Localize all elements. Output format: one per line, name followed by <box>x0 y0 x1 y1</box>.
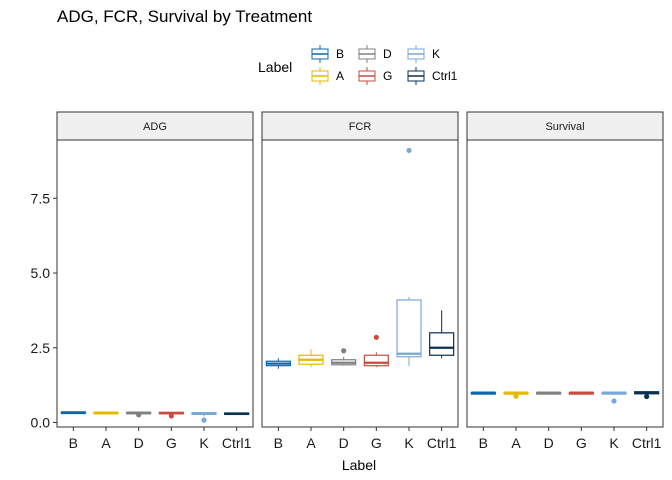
box-iqr <box>363 354 389 367</box>
box-adg-b <box>60 411 86 415</box>
legend-entry-b: B <box>311 45 344 63</box>
x-tick-label-b: B <box>274 435 283 451</box>
x-axis-title: Label <box>342 457 376 473</box>
x-tick-label-k: K <box>199 435 209 451</box>
y-tick-label: 7.5 <box>31 190 51 206</box>
legend-label-d: D <box>383 47 392 61</box>
box-survival-ctrl1 <box>634 391 660 400</box>
strip-label-adg: ADG <box>143 121 167 133</box>
x-tick-label-ctrl1: Ctrl1 <box>427 435 457 451</box>
x-tick-label-b: B <box>69 435 78 451</box>
y-axis: 0.0 2.5 5.0 7.5 <box>31 190 57 431</box>
box-iqr <box>429 332 455 356</box>
outlier-point <box>201 417 207 423</box>
x-tick-label-d: D <box>134 435 144 451</box>
x-tick-label-g: G <box>576 435 587 451</box>
box-adg-d <box>126 411 152 418</box>
outlier-point <box>611 398 617 404</box>
box-survival-k <box>601 391 627 404</box>
box-fcr-g <box>363 334 389 368</box>
x-tick-label-k: K <box>609 435 619 451</box>
strip-label-survival: Survival <box>545 121 584 133</box>
legend-entry-a: A <box>311 67 344 85</box>
x-tick-label-a: A <box>101 435 111 451</box>
outlier-point <box>341 348 347 354</box>
legend-entry-g: G <box>358 67 392 85</box>
box-iqr <box>396 299 422 358</box>
box-fcr-ctrl1 <box>429 310 455 359</box>
box-fcr-k <box>396 147 422 366</box>
legend-label-a: A <box>336 69 344 83</box>
box-fcr-b <box>265 358 291 369</box>
legend-label-ctrl1: Ctrl1 <box>432 69 458 83</box>
panel-survival: Survival B A D G K Ctrl1 <box>466 111 664 451</box>
strip-label-fcr: FCR <box>349 121 372 133</box>
legend-entry-k: K <box>407 45 440 63</box>
legend-entry-d: D <box>358 45 392 63</box>
box-adg-ctrl1 <box>224 412 250 416</box>
x-tick-label-g: G <box>371 435 382 451</box>
strip-fcr <box>261 111 459 141</box>
x-tick-label-a: A <box>306 435 316 451</box>
box-survival-d <box>536 391 562 395</box>
legend-label-g: G <box>383 69 392 83</box>
box-adg-k <box>191 412 217 423</box>
y-tick-label: 0.0 <box>31 415 51 431</box>
box-fcr-d <box>331 348 357 366</box>
legend: Label B D K A G Ctrl1 <box>258 45 458 85</box>
x-tick-label-d: D <box>339 435 349 451</box>
plot-area <box>261 139 459 428</box>
box-survival-a <box>503 391 529 399</box>
plot-area <box>56 139 254 428</box>
x-tick-label-g: G <box>166 435 177 451</box>
outlier-point <box>373 334 379 340</box>
x-tick-label-b: B <box>479 435 488 451</box>
x-tick-label-ctrl1: Ctrl1 <box>222 435 252 451</box>
legend-label-k: K <box>432 47 440 61</box>
legend-title: Label <box>258 59 292 75</box>
legend-entry-ctrl1: Ctrl1 <box>407 67 458 85</box>
outlier-point <box>513 393 519 399</box>
outlier-point <box>168 413 174 419</box>
box-adg-g <box>158 411 184 419</box>
x-tick-label-d: D <box>544 435 554 451</box>
strip-survival <box>466 111 664 141</box>
outlier-point <box>644 393 650 400</box>
panel-fcr: FCR B A D G K Ctrl1 <box>261 111 459 451</box>
box-adg-a <box>93 411 119 415</box>
y-tick-label: 5.0 <box>31 265 51 281</box>
x-tick-label-ctrl1: Ctrl1 <box>632 435 662 451</box>
legend-label-b: B <box>336 47 344 61</box>
y-tick-label: 2.5 <box>31 340 51 356</box>
box-survival-b <box>470 391 496 395</box>
outlier-point <box>406 147 412 154</box>
box-fcr-a <box>298 349 324 368</box>
box-survival-g <box>568 391 594 395</box>
outlier-point <box>136 412 142 418</box>
x-tick-label-k: K <box>404 435 414 451</box>
x-tick-label-a: A <box>511 435 521 451</box>
chart-title: ADG, FCR, Survival by Treatment <box>57 7 312 26</box>
plot-area <box>466 139 664 428</box>
